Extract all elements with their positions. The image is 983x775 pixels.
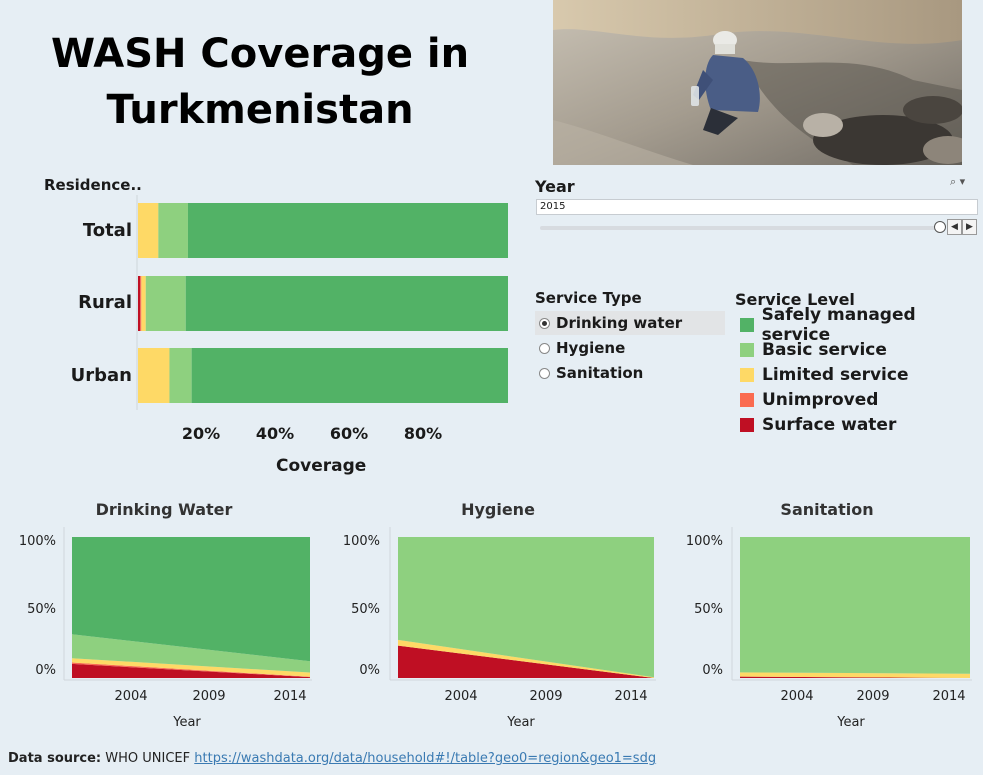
source-line: Data source: WHO UNICEF https://washdata… xyxy=(8,751,656,766)
page-title: WASH Coverage in Turkmenistan xyxy=(50,31,470,133)
bar-segment-urban-safely-managed-service xyxy=(191,348,508,403)
year-slider-handle[interactable] xyxy=(934,221,946,233)
area-y-tick: 100% xyxy=(18,534,56,549)
area-series-basic-service xyxy=(740,537,970,674)
year-filter-title: Year xyxy=(535,177,575,196)
bar-segment-total-limited-service xyxy=(138,203,159,258)
legend-item-basic[interactable]: Basic service xyxy=(740,339,887,361)
area-y-tick: 100% xyxy=(685,534,723,549)
bar-x-tick: 40% xyxy=(255,424,295,443)
service-type-title: Service Type xyxy=(535,289,642,307)
area-x-tick: 2009 xyxy=(192,689,226,704)
legend-label: Unimproved xyxy=(762,390,879,410)
area-y-tick: 0% xyxy=(359,663,380,678)
area-series-limited-service xyxy=(72,658,310,677)
area-x-tick: 2004 xyxy=(444,689,478,704)
bar-segment-urban-limited-service xyxy=(138,348,170,403)
area-x-tick: 2004 xyxy=(780,689,814,704)
radio-label: Drinking water xyxy=(556,314,683,332)
radio-unselected-icon[interactable] xyxy=(539,367,550,379)
legend-label: Surface water xyxy=(762,415,897,435)
bar-category-urban: Urban xyxy=(70,365,132,386)
chevron-right-icon[interactable]: ▶ xyxy=(962,219,977,235)
area-y-tick: 50% xyxy=(351,602,380,617)
area-x-tick: 2009 xyxy=(856,689,890,704)
bar-segment-total-basic-service xyxy=(158,203,188,258)
area-y-tick: 0% xyxy=(35,663,56,678)
bar-x-tick: 80% xyxy=(403,424,443,443)
radio-selected-icon[interactable] xyxy=(539,317,550,329)
area-x-tick: 2014 xyxy=(932,689,966,704)
area-y-tick: 0% xyxy=(702,663,723,678)
area-series-basic-service xyxy=(398,537,654,678)
area-chart-title-drinking-water: Drinking Water xyxy=(95,500,233,519)
bar-segment-rural-unimproved xyxy=(140,276,142,331)
bar-chart-ylabel: Residence.. xyxy=(44,176,142,194)
area-series-unimproved xyxy=(72,662,310,678)
area-series-surface-water xyxy=(72,663,310,678)
service-level-title: Service Level xyxy=(735,290,855,309)
area-x-tick: 2014 xyxy=(273,689,307,704)
service-type-option-drinking-water[interactable]: Drinking water xyxy=(535,311,725,335)
area-y-tick: 50% xyxy=(27,602,56,617)
area-chart-title-hygiene: Hygiene xyxy=(461,500,535,519)
bar-chart-xlabel: Coverage xyxy=(276,456,367,476)
photo-person-collecting-water xyxy=(553,0,962,165)
area-series-surface-water xyxy=(740,676,970,678)
radio-label: Hygiene xyxy=(556,339,626,357)
legend-label: Safely managed service xyxy=(761,305,916,345)
legend-label: Basic service xyxy=(762,340,887,360)
legend-item-safely-managed[interactable]: Safely managed service xyxy=(740,305,983,345)
area-chart-xlabel: Year xyxy=(173,715,201,730)
bar-x-tick: 60% xyxy=(329,424,369,443)
area-chart-xlabel: Year xyxy=(837,715,865,730)
area-series-limited-service xyxy=(740,672,970,678)
area-chart-title-sanitation: Sanitation xyxy=(780,500,874,519)
legend-item-unimproved[interactable]: Unimproved xyxy=(740,389,878,411)
bar-segment-rural-surface-water xyxy=(138,276,141,331)
legend-swatch xyxy=(740,418,754,432)
service-type-option-sanitation[interactable]: Sanitation xyxy=(535,361,725,385)
year-slider-track[interactable] xyxy=(540,226,936,230)
area-x-tick: 2004 xyxy=(114,689,148,704)
source-link[interactable]: https://washdata.org/data/household#!/ta… xyxy=(194,751,657,766)
bar-category-rural: Rural xyxy=(78,292,132,313)
area-chart-xlabel: Year xyxy=(507,715,535,730)
area-series-surface-water xyxy=(398,645,654,678)
legend-swatch xyxy=(740,343,754,357)
bar-x-tick: 20% xyxy=(181,424,221,443)
source-text: WHO UNICEF xyxy=(105,751,191,766)
radio-unselected-icon[interactable] xyxy=(539,342,550,354)
area-y-tick: 100% xyxy=(342,534,380,549)
legend-swatch xyxy=(740,393,754,407)
area-series-limited-service xyxy=(398,639,654,678)
bar-category-total: Total xyxy=(82,220,132,241)
bar-segment-urban-basic-service xyxy=(169,348,192,403)
bar-segment-rural-safely-managed-service xyxy=(185,276,509,331)
service-type-option-hygiene[interactable]: Hygiene xyxy=(535,336,725,360)
year-input[interactable]: 2015 xyxy=(536,199,978,215)
area-y-tick: 50% xyxy=(694,602,723,617)
chevron-left-icon[interactable]: ◀ xyxy=(947,219,962,235)
bar-segment-rural-limited-service xyxy=(141,276,146,331)
search-icon[interactable]: ⌕ ▾ xyxy=(950,175,966,188)
area-x-tick: 2014 xyxy=(614,689,648,704)
area-x-tick: 2009 xyxy=(529,689,563,704)
source-label: Data source: xyxy=(8,751,102,766)
legend-swatch xyxy=(740,318,754,332)
area-series-basic-service xyxy=(72,634,310,673)
area-series-safely-managed-service xyxy=(72,537,310,662)
legend-swatch xyxy=(740,368,754,382)
legend-label: Limited service xyxy=(762,365,909,385)
bar-segment-total-safely-managed-service xyxy=(187,203,508,258)
legend-item-limited[interactable]: Limited service xyxy=(740,364,909,386)
radio-label: Sanitation xyxy=(556,364,644,382)
bar-segment-rural-basic-service xyxy=(145,276,186,331)
legend-item-surface-water[interactable]: Surface water xyxy=(740,414,896,436)
